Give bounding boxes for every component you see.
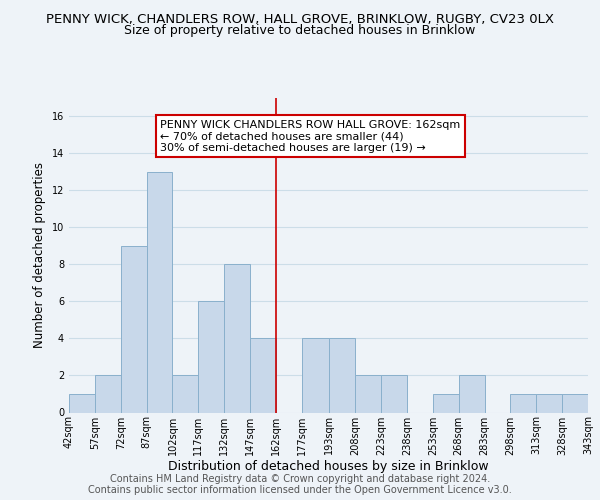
Bar — [95, 376, 121, 412]
Bar — [69, 394, 95, 412]
Text: PENNY WICK, CHANDLERS ROW, HALL GROVE, BRINKLOW, RUGBY, CV23 0LX: PENNY WICK, CHANDLERS ROW, HALL GROVE, B… — [46, 12, 554, 26]
Bar — [433, 394, 458, 412]
Bar — [302, 338, 329, 412]
Bar — [121, 246, 146, 412]
Bar — [146, 172, 172, 412]
Bar — [250, 338, 276, 412]
Bar — [199, 302, 224, 412]
Bar — [224, 264, 250, 412]
Bar — [562, 394, 588, 412]
Bar — [355, 376, 381, 412]
Bar — [536, 394, 562, 412]
Bar — [381, 376, 407, 412]
Bar — [329, 338, 355, 412]
Text: Size of property relative to detached houses in Brinklow: Size of property relative to detached ho… — [124, 24, 476, 37]
Bar — [172, 376, 199, 412]
Bar — [511, 394, 536, 412]
Text: PENNY WICK CHANDLERS ROW HALL GROVE: 162sqm
← 70% of detached houses are smaller: PENNY WICK CHANDLERS ROW HALL GROVE: 162… — [160, 120, 461, 153]
Text: Contains HM Land Registry data © Crown copyright and database right 2024.: Contains HM Land Registry data © Crown c… — [110, 474, 490, 484]
Text: Contains public sector information licensed under the Open Government Licence v3: Contains public sector information licen… — [88, 485, 512, 495]
Y-axis label: Number of detached properties: Number of detached properties — [33, 162, 46, 348]
X-axis label: Distribution of detached houses by size in Brinklow: Distribution of detached houses by size … — [168, 460, 489, 473]
Bar — [458, 376, 485, 412]
